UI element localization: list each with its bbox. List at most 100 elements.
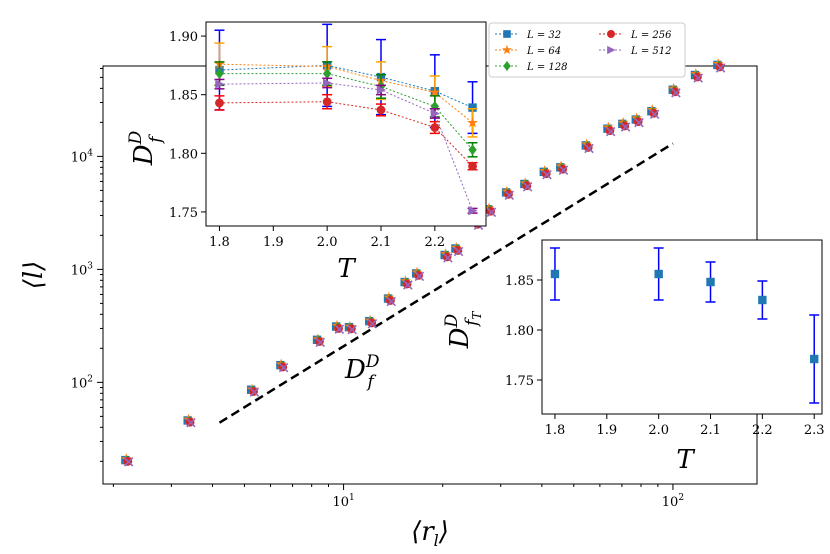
inset-top-x-label: T xyxy=(337,254,356,284)
data-point xyxy=(504,190,515,201)
x-tick-label: 1.8 xyxy=(209,235,230,250)
data-point xyxy=(403,280,413,290)
legend-label: L = 128 xyxy=(526,62,567,73)
data-point xyxy=(605,126,616,137)
series-256 xyxy=(214,93,478,171)
x-tick-label: 1.9 xyxy=(263,235,284,250)
main-plot: 101 102 102 103 104 ⟨rl⟩ ⟨l⟩ DD f xyxy=(19,58,758,550)
data-point xyxy=(429,86,441,97)
data-point xyxy=(215,98,224,108)
y-tick-label: 1.75 xyxy=(169,206,198,221)
data-point xyxy=(367,319,378,329)
reference-line-label: DD f xyxy=(344,352,380,392)
data-point xyxy=(758,295,767,305)
legend-label: L = 512 xyxy=(630,46,671,57)
legend: L = 32 L = 64 L = 128 L = 256 L = 512 xyxy=(488,22,686,78)
data-point xyxy=(386,296,397,307)
data-point xyxy=(522,182,533,192)
data-point xyxy=(634,117,644,128)
legend-marker xyxy=(503,30,511,38)
x-tick-label: 2.2 xyxy=(752,423,773,438)
y-tick-label: 1.85 xyxy=(505,274,534,289)
data-point xyxy=(249,387,260,397)
legend-label: L = 32 xyxy=(526,30,561,41)
x-tick-label: 1.8 xyxy=(545,423,566,438)
inset-bottom-right: 1.8 1.9 2.0 2.1 2.2 2.3 1.75 1.80 1.85 T DDfT xyxy=(442,239,825,475)
inset-bottom-y-label: DDfT xyxy=(442,311,484,350)
data-point xyxy=(649,109,660,120)
inset-bottom-x-label: T xyxy=(676,445,695,475)
x-axis-label: ⟨rl⟩ xyxy=(411,517,449,550)
x-tick-label: 2.1 xyxy=(371,235,392,250)
y-tick-label: 103 xyxy=(71,261,94,278)
data-point xyxy=(347,324,357,335)
y-tick-label: 1.80 xyxy=(169,147,198,162)
y-tick-label: 1.75 xyxy=(505,374,534,389)
data-point xyxy=(486,207,497,218)
data-point xyxy=(430,123,440,132)
legend-frame xyxy=(488,22,686,78)
data-point xyxy=(671,88,681,98)
data-point xyxy=(322,78,333,88)
x-tick-label: 2.0 xyxy=(317,235,338,250)
series-line xyxy=(219,101,473,167)
x-tick-label: 1.9 xyxy=(596,423,617,438)
data-point xyxy=(376,105,386,115)
data-point xyxy=(322,68,332,80)
legend-marker xyxy=(502,44,512,55)
legend-marker xyxy=(503,61,511,71)
data-point xyxy=(558,165,569,175)
x-tick-label: 2.2 xyxy=(425,235,446,250)
data-point xyxy=(468,206,478,216)
reference-line xyxy=(218,142,674,424)
legend-entry: L = 256 xyxy=(599,30,672,41)
inset-axes-frame xyxy=(541,239,823,415)
legend-label: L = 256 xyxy=(630,30,672,41)
data-point xyxy=(706,277,715,287)
legend-label: L = 64 xyxy=(526,46,561,57)
data-point xyxy=(453,246,464,257)
x-tick-label: 101 xyxy=(332,493,354,510)
data-point xyxy=(376,85,387,95)
legend-entry: L = 64 xyxy=(495,44,561,57)
data-point xyxy=(467,117,478,128)
y-tick-label: 1.85 xyxy=(169,89,198,104)
legend-marker xyxy=(607,45,616,55)
legend-marker xyxy=(607,30,615,38)
y-tick-label: 1.80 xyxy=(505,324,534,339)
legend-entry: L = 512 xyxy=(599,45,671,57)
data-point xyxy=(443,253,453,263)
inset-top-left: 1.8 1.9 2.0 2.1 2.2 1.75 1.80 1.85 1.90 T DDf L = 3… xyxy=(126,21,686,284)
x-tick-label: 2.0 xyxy=(648,423,669,438)
data-point xyxy=(322,97,332,107)
data-point xyxy=(123,457,134,467)
data-point xyxy=(315,337,326,348)
inset-axes-frame xyxy=(205,21,487,227)
series-dfT xyxy=(549,247,820,404)
series-512 xyxy=(214,77,478,216)
data-point xyxy=(584,143,594,154)
y-tick-label: 102 xyxy=(71,374,93,391)
legend-entry: L = 128 xyxy=(495,61,567,73)
data-point xyxy=(620,122,631,132)
series-line xyxy=(219,64,473,109)
data-point xyxy=(468,103,477,112)
data-point xyxy=(654,269,663,279)
data-point xyxy=(693,73,703,83)
data-point xyxy=(334,324,345,335)
data-point xyxy=(810,354,819,364)
data-point xyxy=(186,417,196,428)
data-point xyxy=(430,108,440,119)
data-point xyxy=(278,362,289,373)
data-point xyxy=(414,271,425,282)
inset-top-y-label: DDf xyxy=(126,130,166,166)
data-point xyxy=(550,269,560,279)
data-point xyxy=(468,144,477,156)
x-tick-label: 102 xyxy=(662,493,684,510)
data-point xyxy=(215,79,225,89)
y-axis-label: ⟨l⟩ xyxy=(19,261,49,290)
data-point xyxy=(215,68,224,80)
x-tick-label: 2.1 xyxy=(700,423,721,438)
y-tick-label: 1.90 xyxy=(169,30,198,45)
